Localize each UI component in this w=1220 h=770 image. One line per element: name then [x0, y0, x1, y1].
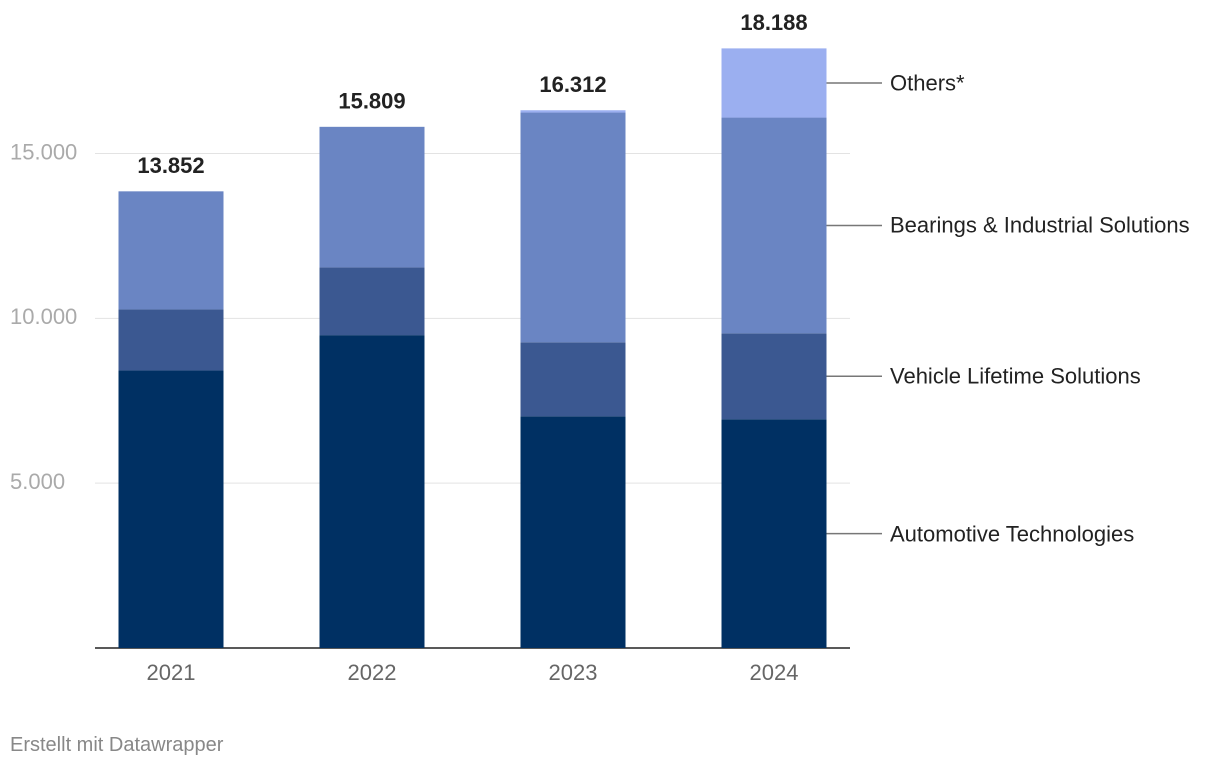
total-label: 15.809 — [338, 89, 405, 114]
bar-segment — [721, 419, 827, 648]
x-tick-label: 2021 — [147, 660, 196, 685]
legend-label: Automotive Technologies — [890, 521, 1135, 547]
bar-segment — [520, 110, 626, 113]
bar-segment — [721, 333, 827, 420]
legend-label: Vehicle Lifetime Solutions — [890, 363, 1141, 389]
x-tick-label: 2023 — [549, 660, 598, 685]
bar-segment — [520, 342, 626, 417]
x-tick-label: 2022 — [348, 660, 397, 685]
legend-label: Bearings & Industrial Solutions — [890, 212, 1190, 238]
bar-segment — [319, 335, 425, 648]
bar-segment — [319, 126, 425, 268]
total-label: 16.312 — [539, 72, 606, 97]
bar-segment — [118, 191, 224, 310]
bar-segment — [520, 112, 626, 343]
legend-label: Others* — [890, 70, 965, 96]
source: Erstellt mit Datawrapper — [10, 734, 224, 756]
bar-segment — [721, 117, 827, 334]
total-label: 13.852 — [137, 153, 204, 178]
x-tick-label: 2024 — [750, 660, 799, 685]
bar-segment — [520, 416, 626, 648]
bar-segment — [721, 48, 827, 118]
y-tick-label: 5.000 — [10, 469, 65, 494]
y-tick-label: 15.000 — [10, 139, 77, 164]
bar-segment — [319, 267, 425, 336]
y-tick-label: 10.000 — [10, 304, 77, 329]
total-label: 18.188 — [740, 10, 807, 35]
bar-segment — [118, 309, 224, 371]
bar-segment — [118, 370, 224, 648]
